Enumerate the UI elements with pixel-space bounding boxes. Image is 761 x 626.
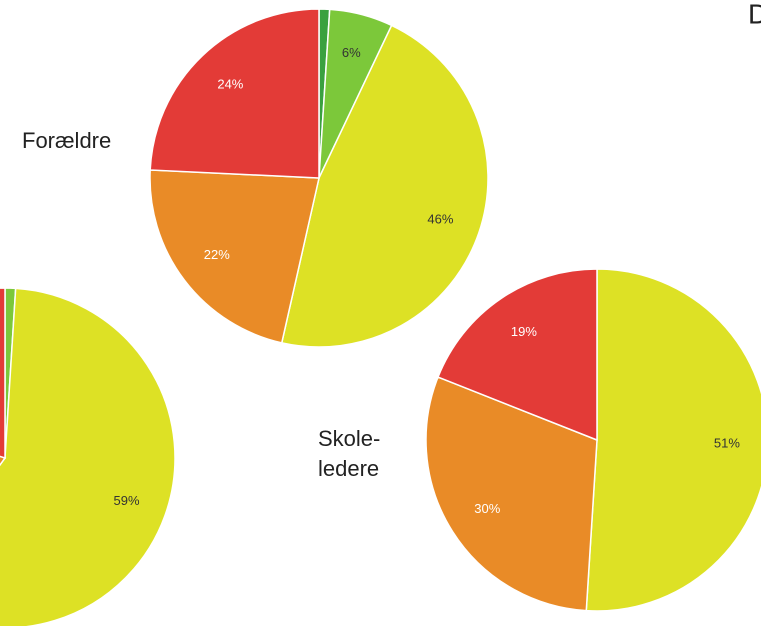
slice-label: 24% [217,76,243,91]
slice-label: 59% [114,493,140,508]
slice-label: 22% [204,247,230,262]
pie-slice [437,268,598,442]
slice-label: 6% [342,45,361,60]
pie-slice [0,455,7,467]
pie-slice [149,8,320,179]
pie-name: Forældre [22,128,111,153]
slice-label: 46% [427,211,453,226]
pie-slice [425,376,598,612]
pie-slice [0,287,6,460]
page-title: D [748,0,761,29]
pie-slice [0,287,176,626]
pie-name: ledere [318,456,379,481]
slice-label: 51% [714,436,740,451]
slice-label: 19% [511,324,537,339]
pie-name: Skole- [318,426,380,451]
pie-slice [149,169,320,344]
pie-slice [585,268,761,612]
slice-label: 30% [474,501,500,516]
pie-slice [280,24,489,348]
